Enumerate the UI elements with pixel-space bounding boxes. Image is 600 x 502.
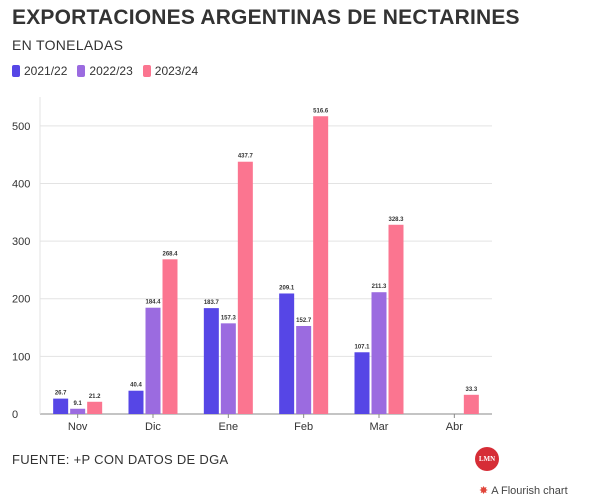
bar-2021-22-mar — [354, 352, 370, 414]
flourish-credit[interactable]: ✸ A Flourish chart — [479, 484, 568, 498]
bar-2021-22-ene — [203, 308, 219, 414]
x-tick-label: Dic — [145, 421, 161, 433]
legend-swatch-2023-24 — [142, 65, 151, 77]
data-label: 268.4 — [162, 251, 178, 257]
data-label: 26.7 — [55, 391, 67, 397]
x-tick-label: Ene — [219, 421, 239, 433]
flourish-star-icon: ✸ — [479, 485, 489, 497]
chart-subtitle: EN TONELADAS — [12, 37, 124, 53]
y-tick-label: 0 — [12, 409, 18, 421]
legend-item-2022-23[interactable]: 2022/23 — [77, 64, 133, 78]
bar-2022-23-feb — [296, 325, 312, 414]
data-label: 33.3 — [465, 387, 477, 393]
lmn-logo: LMN — [475, 447, 499, 471]
bar-2022-23-ene — [220, 323, 236, 414]
bar-chart: 0 100 200 300 400 500 Nov 26.7 9.1 21.2 Dic 40.4 184… — [12, 97, 492, 433]
bar-2023-24-abr — [463, 394, 479, 414]
legend-item-2021-22[interactable]: 2021/22 — [12, 64, 67, 78]
flourish-credit-text: A Flourish chart — [491, 484, 568, 497]
bar-2021-22-nov — [53, 398, 69, 414]
bar-2023-24-ene — [237, 161, 253, 414]
legend-item-2023-24[interactable]: 2023/24 — [142, 64, 199, 78]
y-tick-label: 300 — [12, 236, 30, 248]
data-label: 183.7 — [204, 300, 220, 306]
data-label: 516.6 — [313, 108, 329, 114]
bar-2021-22-dic — [128, 390, 144, 414]
data-label: 152.7 — [296, 318, 312, 324]
legend-label-2022-23: 2022/23 — [89, 64, 133, 78]
bar-2022-23-mar — [371, 292, 387, 414]
x-tick-label: Nov — [68, 421, 88, 433]
bar-2023-24-dic — [162, 259, 178, 414]
bar-2022-23-nov — [70, 408, 86, 414]
x-tick-label: Mar — [370, 421, 389, 433]
chart-title: EXPORTACIONES ARGENTINAS DE NECTARINES — [12, 6, 520, 29]
y-tick-label: 200 — [12, 294, 30, 306]
bar-2023-24-mar — [388, 224, 404, 414]
data-label: 209.1 — [279, 285, 295, 291]
bar-2021-22-feb — [279, 293, 295, 414]
data-label: 9.1 — [73, 401, 82, 407]
source-note: FUENTE: +P CON DATOS DE DGA — [12, 452, 229, 467]
data-label: 437.7 — [238, 154, 254, 160]
bar-2022-23-dic — [145, 307, 161, 414]
legend-label-2023-24: 2023/24 — [154, 64, 199, 78]
data-label: 328.3 — [388, 217, 404, 223]
bar-2023-24-feb — [313, 116, 329, 414]
x-tick-label: Abr — [446, 421, 463, 433]
y-tick-label: 400 — [12, 178, 30, 190]
data-label: 184.4 — [145, 300, 161, 306]
data-label: 21.2 — [89, 394, 101, 400]
legend: 2021/22 2022/23 2023/24 — [12, 64, 198, 78]
data-label: 40.4 — [130, 383, 142, 389]
y-tick-label: 100 — [12, 351, 30, 363]
data-label: 211.3 — [372, 284, 387, 290]
legend-label-2021-22: 2021/22 — [24, 64, 68, 78]
legend-swatch-2022-23 — [77, 65, 86, 77]
legend-swatch-2021-22 — [12, 65, 20, 77]
y-tick-label: 500 — [12, 121, 30, 133]
x-tick-label: Feb — [294, 421, 313, 433]
data-label: 107.1 — [354, 344, 370, 350]
data-label: 157.3 — [221, 315, 237, 321]
bar-2023-24-nov — [87, 401, 103, 414]
